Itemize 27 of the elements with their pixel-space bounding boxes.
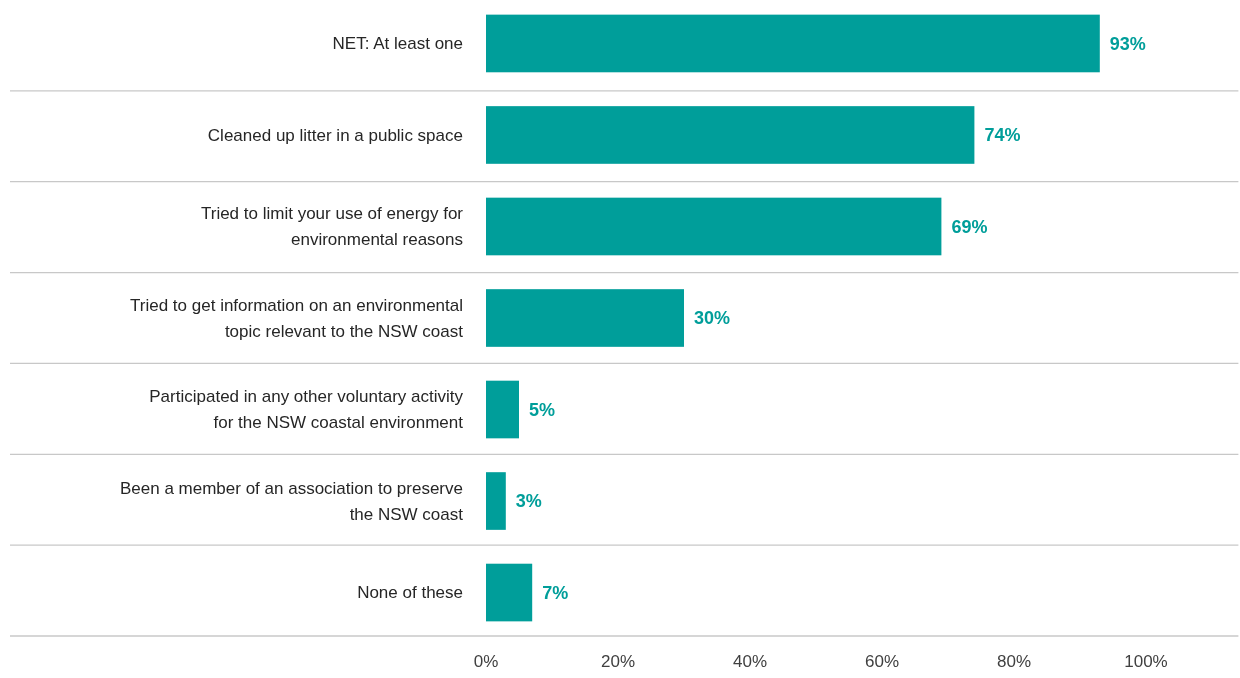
bar <box>486 197 942 256</box>
y-tick-label: Participated in any other voluntary activity for the NSW coastal environment <box>149 387 464 433</box>
y-tick-label: Tried to get information on an environmental topic relevant to the NSW coast <box>130 295 464 341</box>
x-tick-label: 20% <box>600 652 636 671</box>
bar <box>486 106 975 164</box>
data-label: 5% <box>529 399 556 420</box>
bar <box>486 563 533 622</box>
x-tick-label: 60% <box>864 652 900 671</box>
bar <box>486 472 506 530</box>
y-tick-label: Tried to limit your use of energy for environmental reasons <box>200 204 464 250</box>
data-label: 69% <box>951 216 988 237</box>
x-tick-label: 80% <box>996 652 1032 671</box>
y-tick-label: Been a member of an association to preserve the NSW coast <box>119 478 464 524</box>
x-tick-label: 40% <box>732 652 768 671</box>
bar <box>486 380 519 439</box>
y-tick-label: NET: At least one <box>332 34 463 54</box>
data-label: 93% <box>1109 33 1146 54</box>
y-tick-label: None of these <box>357 583 463 603</box>
bar <box>486 14 1100 73</box>
bar <box>486 289 684 347</box>
data-label: 74% <box>984 125 1021 146</box>
y-tick-label: Cleaned up litter in a public space <box>207 125 463 145</box>
x-tick-label: 0% <box>473 652 499 671</box>
data-label: 3% <box>515 491 542 512</box>
x-tick-label: 100% <box>1124 652 1168 671</box>
data-label: 30% <box>694 308 731 329</box>
data-label: 7% <box>542 582 569 603</box>
